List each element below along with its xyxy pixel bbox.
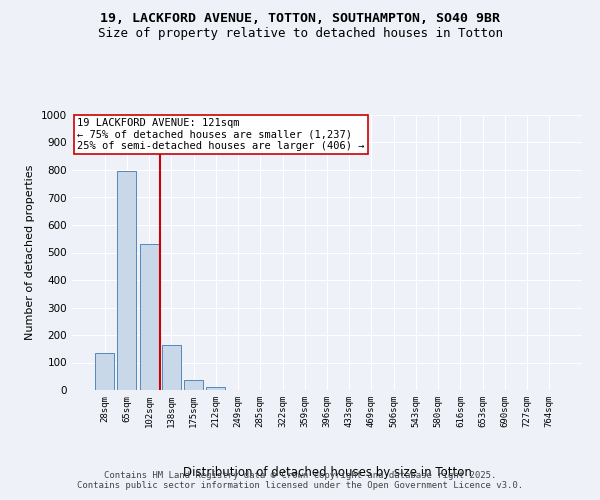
Bar [184,380,203,390]
Bar [140,244,158,390]
Bar [95,353,114,390]
Bar [206,386,225,390]
X-axis label: Distribution of detached houses by size in Totton: Distribution of detached houses by size … [182,466,472,479]
Y-axis label: Number of detached properties: Number of detached properties [25,165,35,340]
Text: 19, LACKFORD AVENUE, TOTTON, SOUTHAMPTON, SO40 9BR: 19, LACKFORD AVENUE, TOTTON, SOUTHAMPTON… [100,12,500,26]
Bar [118,172,136,390]
Bar [162,345,181,390]
Text: 19 LACKFORD AVENUE: 121sqm
← 75% of detached houses are smaller (1,237)
25% of s: 19 LACKFORD AVENUE: 121sqm ← 75% of deta… [77,118,365,151]
Text: Size of property relative to detached houses in Totton: Size of property relative to detached ho… [97,28,503,40]
Text: Contains HM Land Registry data © Crown copyright and database right 2025.
Contai: Contains HM Land Registry data © Crown c… [77,470,523,490]
